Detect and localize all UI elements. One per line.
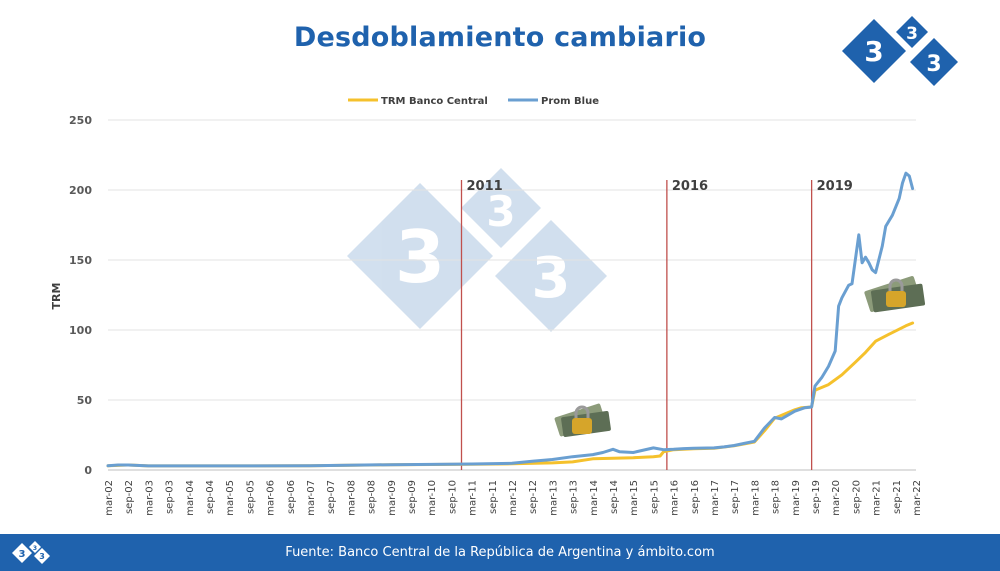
x-tick-label: sep-09: [407, 480, 418, 514]
watermark-logo-icon: 3 3 3: [347, 168, 607, 332]
svg-text:3: 3: [39, 552, 45, 561]
y-tick-label: 100: [69, 324, 92, 337]
x-tick-label: sep-19: [811, 480, 822, 514]
exchange-rate-chart: 3 3 3 0 50 100 150 200 250 mar-02 sep-02 mar-03…: [50, 96, 926, 516]
series-line: [106, 171, 915, 468]
svg-text:3: 3: [395, 215, 445, 299]
x-tick-label: mar-17: [710, 480, 721, 516]
x-tick-label: mar-19: [791, 480, 802, 516]
y-tick-label: 150: [69, 254, 92, 267]
x-tick-label: mar-13: [548, 480, 559, 516]
x-tick-label: mar-16: [670, 480, 681, 516]
x-tick-label: mar-18: [750, 480, 761, 516]
x-tick-label: mar-15: [629, 480, 640, 516]
x-tick-label: mar-04: [185, 480, 196, 516]
y-tick-label: 200: [69, 184, 92, 197]
footer-bar: 3 3 3 Fuente: Banco Central de la Repúbl…: [0, 534, 1000, 571]
x-tick-label: mar-11: [468, 480, 479, 516]
x-tick-label: mar-09: [387, 480, 398, 516]
x-tick-label: sep-18: [771, 480, 782, 514]
x-tick-label: sep-03: [165, 480, 176, 514]
svg-text:3: 3: [19, 549, 26, 560]
x-tick-label: sep-06: [286, 480, 297, 514]
x-tick-label: sep-10: [447, 480, 458, 514]
x-tick-label: sep-04: [205, 480, 216, 514]
x-tick-label: sep-14: [609, 480, 620, 514]
y-axis-label: TRM: [50, 283, 63, 310]
x-tick-label: mar-02: [104, 480, 115, 516]
x-tick-label: mar-12: [508, 480, 519, 516]
x-tick-label: mar-07: [306, 480, 317, 516]
svg-text:3: 3: [33, 545, 37, 552]
page-title: Desdoblamiento cambiario: [293, 22, 707, 53]
annotation-label: 2019: [817, 179, 853, 194]
x-tick-label: mar-14: [589, 480, 600, 516]
money-lock-icon: [554, 403, 611, 437]
legend-label: Prom Blue: [541, 96, 599, 107]
legend-label: TRM Banco Central: [381, 96, 488, 107]
x-tick-label: sep-08: [367, 480, 378, 514]
series-line: [106, 321, 915, 468]
y-tick-label: 250: [69, 114, 92, 127]
svg-text:3: 3: [864, 35, 883, 68]
x-tick-label: mar-05: [225, 480, 236, 516]
annotation-label: 2016: [672, 179, 708, 194]
x-tick-label: sep-07: [326, 480, 337, 514]
x-tick-label: mar-10: [427, 480, 438, 516]
x-tick-label: sep-15: [649, 480, 660, 514]
x-tick-label: mar-22: [912, 480, 923, 516]
x-tick-label: sep-16: [690, 480, 701, 514]
svg-text:3: 3: [532, 246, 571, 311]
y-tick-label: 50: [77, 394, 93, 407]
svg-text:3: 3: [486, 187, 515, 236]
annotation-label: 2011: [467, 179, 503, 194]
x-tick-label: sep-21: [892, 480, 903, 514]
x-tick-label: mar-08: [346, 480, 357, 516]
money-lock-icon: [864, 276, 926, 313]
x-tick-label: sep-02: [124, 480, 135, 514]
source-note: Fuente: Banco Central de la República de…: [285, 545, 715, 560]
svg-text:3: 3: [926, 52, 941, 77]
x-tick-label: sep-17: [730, 480, 741, 514]
333-diamond-logo-icon: 3 3 3: [12, 541, 50, 564]
333-diamond-logo-icon: 3 3 3: [842, 16, 958, 86]
svg-text:3: 3: [906, 24, 918, 44]
x-tick-label: sep-12: [528, 480, 539, 514]
x-tick-label: sep-13: [569, 480, 580, 514]
x-tick-label: sep-05: [245, 480, 256, 514]
x-tick-label: sep-20: [851, 480, 862, 514]
x-tick-label: mar-21: [872, 480, 883, 516]
x-tick-label: mar-06: [266, 480, 277, 516]
x-tick-label: sep-11: [488, 480, 499, 514]
x-tick-label: mar-20: [831, 480, 842, 516]
x-tick-label: mar-03: [144, 480, 155, 516]
y-tick-label: 0: [84, 464, 92, 477]
